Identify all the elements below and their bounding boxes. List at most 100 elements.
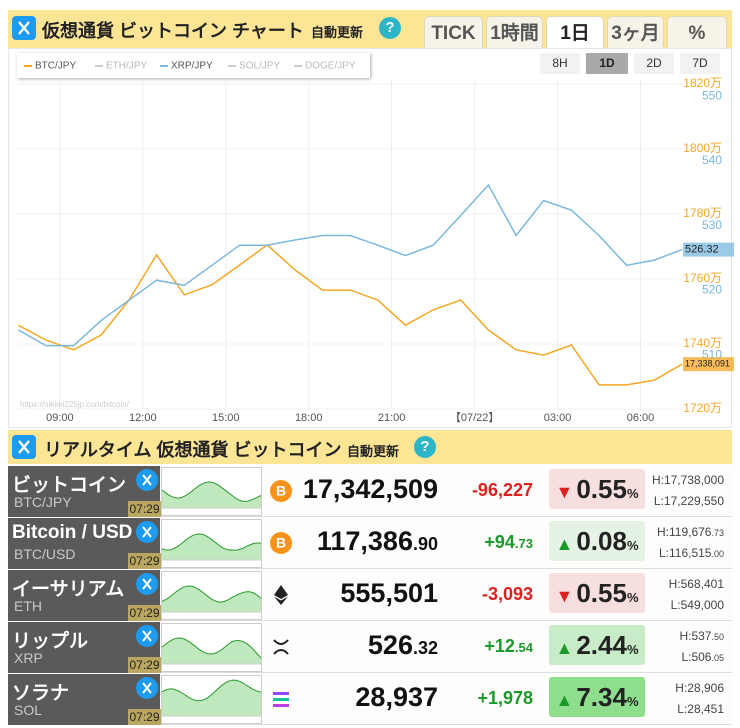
tab[interactable]: 1時間	[486, 16, 543, 48]
percent-change: ▲ 2.44%	[549, 625, 645, 665]
low: L:28,451	[677, 702, 724, 716]
range-button[interactable]: 7D	[680, 53, 720, 74]
legend-item[interactable]: ETH/JPY	[95, 61, 147, 72]
tab[interactable]: 1日	[546, 16, 604, 48]
coin-icon	[269, 687, 293, 711]
coin-name: Bitcoin / USD	[12, 522, 133, 543]
update-time: 07:29	[128, 553, 161, 569]
x-tick-label: 【07/22】	[450, 411, 500, 424]
coin-symbol: BTC/JPY	[14, 494, 72, 510]
update-time: 07:29	[128, 657, 161, 673]
percent-value: 2.44	[576, 630, 627, 660]
legend-item[interactable]: DOGE/JPY	[294, 61, 356, 72]
series-line	[18, 243, 683, 386]
high: H:568,401	[669, 577, 724, 591]
low-value: L:28,451	[677, 702, 724, 716]
high-value: H:537	[679, 629, 712, 643]
change-decimal: .73	[514, 536, 533, 551]
low: L:17,229,550	[654, 494, 724, 508]
y2-tick-label: 520	[702, 283, 722, 297]
low-decimal: .00	[711, 549, 724, 559]
y2-tick-label: 530	[702, 218, 722, 232]
price: 555,501	[340, 578, 438, 609]
x-icon[interactable]	[12, 435, 36, 459]
arrow: ▲	[555, 534, 574, 554]
update-time: 07:29	[128, 501, 161, 517]
x-share-icon[interactable]	[136, 677, 158, 699]
coin-icon	[269, 635, 293, 659]
price: 28,937	[355, 682, 438, 713]
percent-change: ▼ 0.55%	[549, 573, 645, 613]
price: 526.32	[368, 630, 438, 661]
help-button[interactable]: ?	[379, 17, 401, 39]
y-tick-label: 1740万	[683, 336, 722, 350]
legend-label: XRP/JPY	[171, 61, 213, 72]
update-time: 07:29	[128, 709, 161, 725]
change-decimal: .54	[514, 640, 533, 655]
y-tick-label: 1720万	[683, 401, 722, 415]
high: H:17,738,000	[652, 473, 724, 487]
chart-header-title: 仮想通貨 ビットコイン チャート	[42, 21, 304, 41]
series-line	[18, 183, 683, 347]
x-share-icon[interactable]	[136, 469, 158, 491]
watermark: https://nikkei225jp.com/bitcoin/	[20, 400, 130, 409]
table-row: Bitcoin / USD BTC/USD 07:29 B 117,386.90 +94.…	[8, 518, 732, 569]
percent-value: 0.55	[576, 474, 627, 504]
low: L:116,515.00	[659, 546, 724, 560]
low: L:506.05	[681, 650, 724, 664]
x-icon[interactable]	[12, 16, 36, 40]
arrow: ▲	[555, 638, 574, 658]
legend-item[interactable]: XRP/JPY	[160, 61, 213, 72]
range-button[interactable]: 1D	[586, 53, 628, 74]
change: +1,978	[477, 688, 533, 709]
percent-unit: %	[626, 694, 639, 709]
x-tick-label: 09:00	[46, 412, 74, 424]
tab[interactable]: %	[667, 16, 727, 48]
coin-name: イーサリアム	[12, 579, 125, 600]
tab[interactable]: TICK	[424, 16, 483, 48]
last-value-label: 17,338,091	[685, 359, 730, 369]
legend-item[interactable]: BTC/JPY	[24, 61, 76, 72]
range-button[interactable]: 2D	[634, 53, 674, 74]
coin-name: リップル	[12, 631, 89, 652]
price-decimal: .32	[412, 638, 438, 658]
legend	[17, 53, 370, 78]
tab[interactable]: 3ヶ月	[607, 16, 664, 48]
table-row: ソラナ SOL 07:29 28,937 +1,978 ▲ 7.34% H:28,906 L:2…	[8, 674, 732, 725]
sparkline	[161, 571, 263, 620]
svg-text:B: B	[276, 483, 286, 499]
percent-change: ▲ 7.34%	[549, 677, 645, 717]
auto-update: 自動更新	[311, 25, 364, 40]
sparkline	[161, 623, 263, 672]
percent-change: ▲ 0.08%	[549, 521, 645, 561]
coin-icon: B	[269, 531, 293, 555]
x-share-icon[interactable]	[136, 521, 158, 543]
auto-update: 自動更新	[347, 444, 400, 459]
x-share-icon[interactable]	[136, 573, 158, 595]
sparkline	[161, 467, 263, 516]
change: +12.54	[484, 636, 533, 657]
x-tick-label: 21:00	[378, 412, 406, 424]
price-int: 28,937	[355, 682, 438, 712]
price-decimal: .90	[412, 534, 438, 554]
last-value-box	[683, 242, 734, 257]
price-int: 526	[367, 630, 413, 660]
help-button[interactable]: ?	[414, 436, 436, 458]
coin-icon	[269, 583, 293, 607]
range-button[interactable]: 8H	[540, 53, 580, 74]
chart-panel	[8, 48, 732, 428]
legend-item[interactable]: SOL/JPY	[228, 61, 280, 72]
low-value: L:17,229,550	[653, 494, 724, 508]
high-value: H:17,738,000	[651, 473, 724, 487]
change: -3,093	[482, 584, 533, 605]
change-int: +1,978	[477, 688, 533, 708]
percent-unit: %	[626, 590, 639, 605]
x-share-icon[interactable]	[136, 625, 158, 647]
table-header-bar	[8, 430, 732, 464]
x-tick-label: 15:00	[212, 412, 240, 424]
price: 17,342,509	[303, 474, 438, 505]
table-title: リアルタイム 仮想通貨 ビットコイン	[44, 440, 342, 460]
percent-change: ▼ 0.55%	[549, 469, 645, 509]
percent-unit: %	[626, 486, 639, 501]
